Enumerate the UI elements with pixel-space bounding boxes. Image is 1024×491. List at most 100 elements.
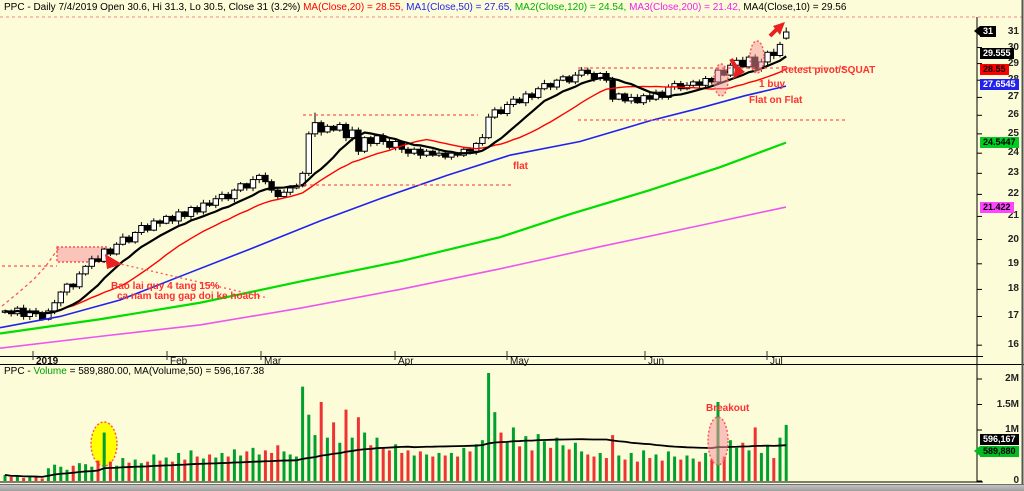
volume-bar <box>728 440 732 481</box>
candle-body <box>522 93 529 104</box>
volume-bar <box>332 422 336 481</box>
volume-bar <box>9 476 13 481</box>
volume-bar <box>704 452 708 481</box>
annotation-flat-on-flat: Flat on Flat <box>749 95 803 106</box>
volume-bar <box>183 459 187 481</box>
price-pane-title: PPC - Daily 7/4/2019 Open 30.6, Hi 31.3,… <box>4 2 846 13</box>
price-badge: 24.5447 <box>980 137 1019 148</box>
volume-bar <box>784 424 788 481</box>
candle-body <box>634 96 641 104</box>
volume-bar <box>555 437 559 481</box>
candle-body <box>225 193 232 200</box>
candle-body <box>646 95 653 100</box>
price-badge: 589,880 <box>974 446 1019 457</box>
candle-body <box>63 283 71 293</box>
up-arrow-shaft <box>768 27 779 38</box>
volume-bar <box>530 450 534 481</box>
volume-bar <box>542 441 546 481</box>
volume-bar <box>747 450 751 481</box>
candle-body <box>776 43 784 56</box>
volume-bar <box>518 446 522 481</box>
volume-bar <box>146 461 150 481</box>
volume-bar <box>344 409 348 481</box>
volume-bar <box>164 457 168 481</box>
annotation-news-line1: Bao lai quy 4 tang 15% <box>111 281 220 292</box>
candle-body <box>70 283 77 288</box>
volume-ma-line <box>4 438 787 478</box>
price-axis-label: 16 <box>1007 339 1019 351</box>
volume-bar <box>40 478 44 481</box>
volume-bar <box>232 449 236 481</box>
xaxis-month-label: Apr <box>398 356 414 367</box>
candle-body <box>243 183 251 189</box>
volume-bar <box>623 459 627 481</box>
candle-body <box>584 69 591 74</box>
volume-bar <box>220 452 224 481</box>
volume-bar <box>177 452 181 481</box>
volume-bar <box>673 456 677 481</box>
title-ma50: MA1(Close,50) = 27.65, <box>406 2 515 13</box>
candle-body <box>466 148 474 152</box>
candle-body <box>119 236 126 245</box>
candle-body <box>559 76 567 81</box>
xaxis-month-label: Jul <box>770 356 783 367</box>
candle-body <box>39 313 46 320</box>
candle-body <box>336 123 344 131</box>
volume-bar <box>65 469 69 481</box>
volume-bar <box>499 432 503 481</box>
volume-bar <box>208 454 212 481</box>
volume-bar <box>46 468 50 481</box>
volume-bar <box>400 452 404 481</box>
candle-body <box>138 225 145 233</box>
annotation-breakout: Breakout <box>706 403 750 414</box>
volume-bar <box>456 456 460 481</box>
candle-body <box>107 248 114 255</box>
price-axis-label: 21 <box>1007 210 1019 222</box>
ma10-line <box>4 55 787 315</box>
candle-body <box>163 215 170 224</box>
candle-body <box>429 150 437 156</box>
volume-bar <box>201 458 205 481</box>
volume-bar <box>778 437 782 481</box>
candle-body <box>783 31 790 39</box>
candle-body <box>640 95 647 104</box>
candle-body <box>88 258 95 267</box>
candle-body <box>392 140 399 148</box>
volume-bar <box>102 432 106 481</box>
volume-bar <box>189 450 193 481</box>
volume-bar <box>629 452 633 481</box>
annotation-1-buy: 1 buy <box>759 79 786 90</box>
candle-body <box>237 183 244 191</box>
volume-bar <box>170 461 174 481</box>
candle-body <box>175 211 182 222</box>
candle-body <box>541 83 548 90</box>
candle-body <box>355 129 362 152</box>
candle-body <box>690 81 697 86</box>
volume-bar <box>394 444 398 481</box>
xaxis-month-label: Feb <box>170 356 188 367</box>
candle-body <box>727 64 734 76</box>
volume-breakout-ellipse <box>707 416 729 466</box>
candle-body <box>739 59 746 68</box>
horizontal-scrollbar[interactable] <box>0 484 1024 491</box>
candle-body <box>386 140 393 148</box>
price-axis-label: 30 <box>1008 42 1019 53</box>
title-ma20: MA(Close,20) = 28.55, <box>303 2 407 13</box>
dotted-slant-line <box>111 261 269 299</box>
price-axis-label: 23 <box>1007 167 1019 179</box>
volume-pane-title: PPC - Volume = 589,880.00, MA(Volume,50)… <box>4 366 264 377</box>
candle-body <box>423 150 430 156</box>
title-ma200: MA3(Close,200) = 21.42, <box>629 2 744 13</box>
ma200-line <box>0 206 787 349</box>
candle-body <box>628 96 635 102</box>
volume-bar <box>406 450 410 481</box>
candle-body <box>268 181 275 191</box>
volume-bar <box>766 446 770 481</box>
volume-bar <box>121 458 125 481</box>
volume-bar <box>84 464 88 481</box>
volume-bar <box>257 454 261 481</box>
candle-body <box>330 125 337 131</box>
volume-bar <box>152 454 156 481</box>
